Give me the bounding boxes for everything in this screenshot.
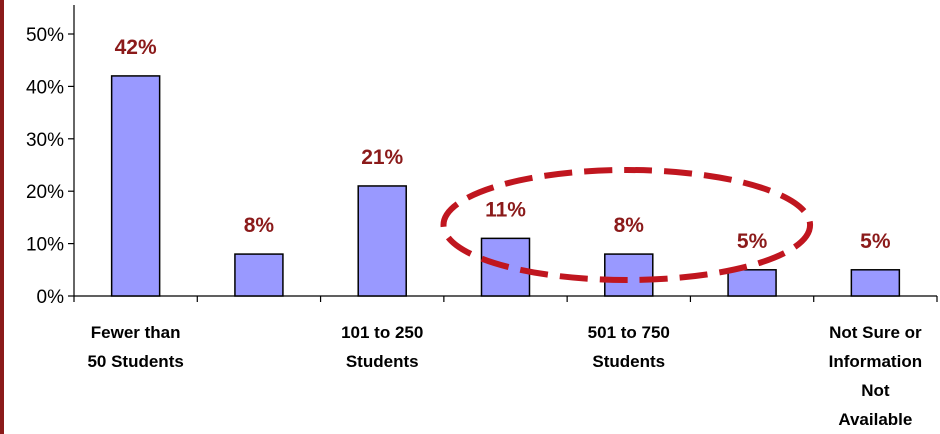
data-label: 5%	[737, 230, 768, 253]
y-tick-label: 40%	[26, 77, 64, 98]
category-label: Students	[346, 352, 419, 371]
highlight-ellipse	[440, 167, 814, 283]
data-label: 11%	[485, 198, 526, 221]
bar	[604, 253, 654, 297]
x-axis	[73, 295, 938, 302]
annotations	[440, 167, 814, 283]
data-label: 8%	[614, 214, 645, 237]
y-tick-label: 30%	[26, 130, 64, 151]
category-label: Not	[861, 381, 890, 400]
category-label: Available	[838, 410, 912, 429]
category-label: Not Sure or	[829, 323, 922, 342]
category-label: Fewer than	[91, 323, 181, 342]
category-label: 101 to 250	[341, 323, 423, 342]
y-axis: 0% 10% 20% 30% 40% 50%	[26, 5, 75, 308]
data-label: 8%	[244, 214, 275, 237]
y-tick-label: 20%	[26, 182, 64, 203]
bar	[110, 75, 161, 297]
category-label: 501 to 750	[588, 323, 670, 342]
data-label: 42%	[115, 36, 157, 59]
bar	[850, 269, 901, 297]
category-label: Students	[592, 352, 665, 371]
y-tick-label: 0%	[37, 287, 65, 308]
bar	[234, 253, 284, 297]
left-border	[0, 0, 4, 434]
data-labels: 42% 8% 21% 11% 8% 5% 5%	[115, 36, 891, 253]
bar	[357, 185, 407, 297]
y-tick-label: 10%	[26, 235, 64, 256]
y-tick-label: 50%	[26, 25, 64, 46]
bars	[110, 75, 901, 297]
data-label: 21%	[361, 146, 403, 169]
data-label: 5%	[860, 230, 891, 253]
category-label: 50 Students	[87, 352, 183, 371]
category-label: Information	[829, 352, 923, 371]
bar	[727, 269, 777, 297]
category-labels: Fewer than 50 Students 101 to 250 Students 5…	[87, 323, 922, 429]
